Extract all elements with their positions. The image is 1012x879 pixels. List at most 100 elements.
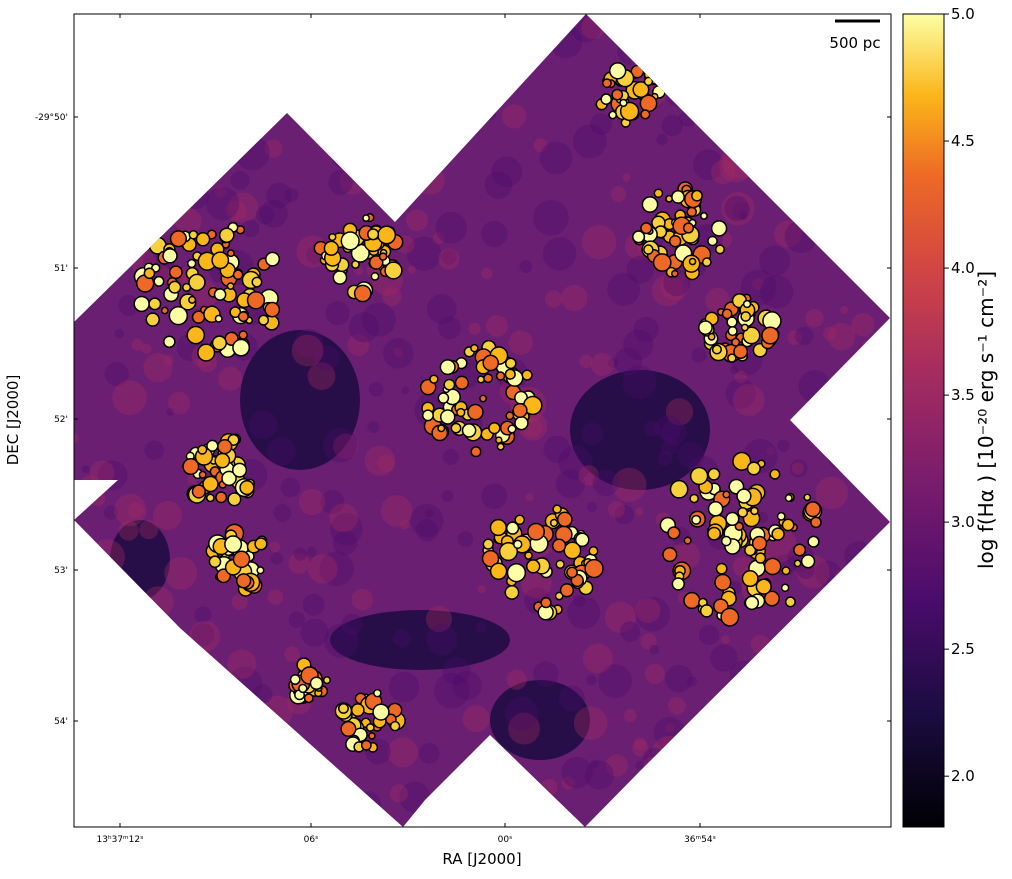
hii-region [619,101,640,122]
hii-region [224,535,243,554]
diffuse-texture [508,712,541,745]
scale-bar-label: 500 pc [829,34,880,52]
diffuse-texture [502,104,527,129]
hii-region [303,693,314,704]
diffuse-texture [572,594,586,607]
diffuse-texture [227,192,259,223]
hii-region [524,551,533,560]
diffuse-texture [533,200,569,236]
diffuse-texture [623,708,637,722]
diffuse-texture [561,284,588,312]
hii-region [793,559,802,568]
diffuse-texture [760,275,794,309]
diffuse-texture [160,59,196,96]
diffuse-texture [665,398,694,426]
diffuse-texture [427,294,457,324]
hii-region [662,547,678,563]
diffuse-texture [352,790,382,820]
diffuse-texture [590,759,599,768]
diffuse-texture [857,357,877,377]
hii-region [742,299,752,309]
diffuse-texture [164,746,192,774]
diffuse-texture [759,735,771,747]
hii-region [711,344,722,355]
diffuse-texture [174,99,195,119]
hii-region [368,255,384,270]
diffuse-texture [425,135,453,163]
diffuse-texture [581,15,606,40]
diffuse-texture [324,623,359,658]
diffuse-texture [841,576,855,590]
hii-region [373,688,382,698]
diffuse-texture [586,674,597,686]
hii-region [251,276,263,288]
diffuse-texture [661,114,683,137]
hii-region [669,479,689,499]
diffuse-texture [477,585,487,594]
hii-region [254,537,268,551]
hii-region [350,703,365,717]
diffuse-texture [640,633,657,650]
diffuse-texture [464,72,487,95]
hii-region [482,538,494,550]
diffuse-texture [218,366,243,391]
hii-region [784,596,796,608]
hii-region [168,265,183,280]
diffuse-texture [846,66,860,80]
hii-region [227,492,242,507]
diffuse-texture [665,81,693,108]
diffuse-texture [393,347,404,358]
hii-region [722,490,731,499]
diffuse-texture [508,330,533,355]
diffuse-texture [134,96,145,108]
diffuse-texture [710,644,738,672]
diffuse-texture [280,477,301,498]
diffuse-texture [758,764,778,784]
diffuse-texture [405,209,428,232]
hii-region [803,493,812,502]
hii-region [231,462,248,478]
diffuse-texture [869,280,883,293]
diffuse-texture [686,676,697,687]
diffuse-texture [590,113,613,136]
hii-region [226,249,235,258]
hii-region [776,511,786,521]
hii-region [198,470,207,479]
diffuse-texture [426,624,458,656]
diffuse-texture [153,500,183,530]
diffuse-texture [157,134,170,147]
diffuse-texture [259,199,288,228]
diffuse-texture [843,733,873,764]
diffuse-texture [623,329,654,360]
hii-region [191,484,206,499]
hii-region [289,674,301,685]
diffuse-texture [136,90,146,100]
hii-region [584,558,604,579]
diffuse-texture [269,541,281,553]
diffuse-texture [519,260,533,274]
diffuse-texture [461,48,475,62]
diffuse-texture [205,186,240,221]
diffuse-texture [825,703,860,739]
diffuse-texture [665,664,693,693]
hii-region [670,269,679,278]
hii-region [555,559,565,569]
diffuse-texture [248,410,278,440]
diffuse-texture [721,804,747,827]
diffuse-texture [858,684,890,718]
diffuse-texture [415,165,445,195]
x-axis-label: RA [J2000] [442,850,521,868]
diffuse-texture [230,170,250,190]
hii-region [751,535,768,551]
diffuse-texture [861,92,887,119]
diffuse-texture [667,696,686,715]
diffuse-texture [226,649,257,679]
hii-region [744,544,757,557]
hii-region [602,78,612,89]
diffuse-texture [784,220,818,253]
hii-region [742,326,761,345]
diffuse-texture [127,502,144,519]
hii-region [793,543,807,557]
dark-region [490,680,590,760]
hii-region [421,409,434,422]
